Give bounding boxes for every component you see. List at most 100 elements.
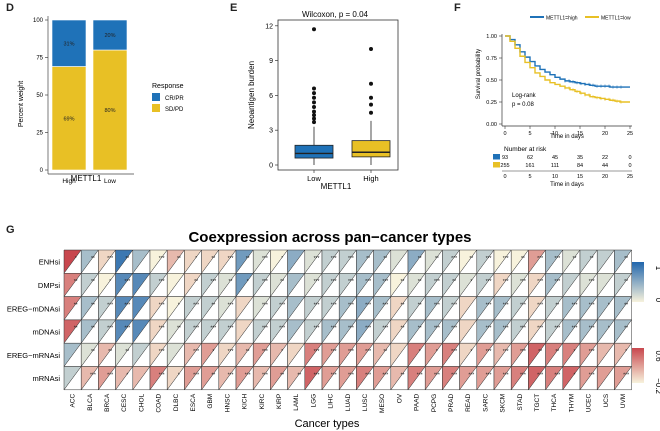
panel-g-significance-stars: ***: [279, 326, 285, 332]
panel-d-ytick-label: 0: [40, 168, 44, 174]
panel-g-significance-stars: **: [91, 349, 95, 355]
panel-f-risk-count: 44: [602, 163, 608, 169]
panel-g-significance-stars: ***: [451, 372, 457, 378]
panel-f-survival-curve-high: [505, 35, 630, 88]
panel-g-column-label: LAML: [293, 393, 300, 410]
panel-g-significance-stars: *: [75, 256, 77, 262]
panel-g-significance-stars: ***: [262, 302, 268, 308]
panel-e-outlier-point: [369, 102, 373, 107]
panel-g-column-label: BRCA: [104, 393, 111, 412]
panel-g-column-label: ESCA: [190, 393, 197, 411]
panel-g-significance-stars: **: [418, 256, 422, 262]
panel-e-xtick-label: High: [363, 174, 378, 183]
panel-label-f: F: [454, 2, 461, 14]
panel-g-significance-stars: ***: [537, 256, 543, 262]
panel-g-column-label: UCEC: [586, 393, 593, 412]
panel-g-significance-stars: ***: [365, 372, 371, 378]
panel-g-column-label: THCA: [551, 393, 558, 411]
panel-g-significance-stars: ***: [262, 256, 268, 262]
panel-g-significance-stars: ***: [90, 372, 96, 378]
panel-g-column-label: SKCM: [500, 394, 507, 413]
panel-g-heatmap: Coexpression across pan−cancer types Can…: [7, 229, 660, 430]
panel-g-significance-stars: *: [281, 349, 283, 355]
panel-e-outlier-point: [312, 27, 316, 32]
panel-e-box-high: [351, 140, 391, 158]
panel-g-column-label: BLCA: [87, 393, 94, 411]
panel-f-xtick-label: 5: [528, 131, 531, 137]
panel-g-column-label: KICH: [242, 393, 249, 409]
panel-g-significance-stars: *: [574, 349, 576, 355]
panel-g-significance-stars: ***: [331, 302, 337, 308]
panel-d-bar-crpr-high: [51, 19, 87, 67]
panel-e-xlabel: METTL1: [321, 182, 352, 191]
panel-g-significance-stars: **: [401, 302, 405, 308]
panel-g-significance-stars: *: [178, 302, 180, 308]
panel-g-significance-stars: ***: [262, 372, 268, 378]
panel-g-significance-stars: ***: [262, 279, 268, 285]
panel-g-significance-stars: ***: [193, 372, 199, 378]
panel-g-significance-stars: ***: [503, 372, 509, 378]
panel-g-significance-stars: **: [401, 279, 405, 285]
panel-f-risk-row-swatch-high: [493, 154, 500, 160]
panel-f-logrank-label: Log-rank: [512, 93, 537, 99]
panel-f-risk-count: 161: [525, 163, 534, 169]
panel-f-risk-xtick-label: 20: [602, 174, 608, 180]
panel-g-significance-stars: ***: [572, 326, 578, 332]
panel-g-significance-stars: ***: [503, 326, 509, 332]
panel-g-significance-stars: ***: [348, 372, 354, 378]
panel-g-significance-stars: ***: [159, 349, 165, 355]
panel-d-xtick-label: Low: [104, 178, 116, 185]
panel-g-significance-stars: **: [297, 372, 301, 378]
panel-g-column-label: ACC: [70, 394, 77, 408]
panel-g-significance-stars: *: [625, 349, 627, 355]
panel-g-significance-stars: ***: [159, 372, 165, 378]
panel-f-risk-row-swatch-low: [493, 162, 500, 168]
panel-d-bar-label: 31%: [63, 41, 74, 47]
panel-f-risk-xtick-label: 25: [627, 174, 633, 180]
panel-d-ylabel: Percent weight: [18, 81, 25, 127]
panel-g-column-label: CESC: [121, 393, 128, 411]
panel-e-outlier-point: [312, 120, 316, 125]
panel-g-significance-stars: ***: [503, 279, 509, 285]
panel-f-risk-count: 84: [577, 163, 583, 169]
panel-g-significance-stars: ***: [228, 302, 234, 308]
panel-g-significance-stars: ***: [107, 326, 113, 332]
panel-e-box-plot: Wilcoxon, p = 0.04 Neoantigen burden MET…: [247, 10, 399, 191]
panel-e-outlier-point: [312, 100, 316, 105]
panel-g-significance-stars: ***: [486, 326, 492, 332]
panel-g-column-label: PRAD: [448, 393, 455, 411]
panel-f-xtick-label: 10: [552, 131, 558, 137]
panel-g-colorbar-red-tick-low: −0.2: [654, 378, 660, 394]
panel-d-bar-label: 80%: [104, 108, 115, 114]
panel-f-xtick-label: 25: [627, 131, 633, 137]
panel-g-colorbar-blue-tick-high: 1: [654, 266, 660, 271]
panel-g-significance-stars: ***: [554, 279, 560, 285]
panel-e-plot-frame: [277, 19, 399, 171]
panel-g-significance-stars: ***: [314, 326, 320, 332]
panel-f-risk-xtick-label: 5: [528, 174, 531, 180]
panel-f-risk-count: 35: [577, 155, 583, 161]
panel-g-significance-stars: ***: [159, 302, 165, 308]
panel-d-legend-swatch-sdpd: [152, 104, 160, 112]
panel-g-significance-stars: **: [74, 302, 78, 308]
panel-g-significance-stars: **: [624, 326, 628, 332]
panel-d-bar-crpr-low: [92, 19, 128, 51]
panel-g-significance-stars: **: [194, 279, 198, 285]
panel-g-significance-stars: *: [574, 372, 576, 378]
panel-g-significance-stars: ***: [451, 349, 457, 355]
panel-f-risk-xtick-label: 15: [577, 174, 583, 180]
panel-g-significance-stars: **: [211, 372, 215, 378]
panel-g-significance-stars: ***: [486, 256, 492, 262]
panel-g-significance-stars: *: [247, 279, 249, 285]
panel-f-risk-xtick-label: 10: [552, 174, 558, 180]
panel-g-significance-stars: ***: [554, 256, 560, 262]
panel-d-stacked-bar-chart: Percent weight METTL1 Response CR/PR SD/…: [18, 16, 184, 185]
panel-g-significance-stars: **: [177, 256, 181, 262]
panel-g-significance-stars: ***: [451, 326, 457, 332]
panel-g-significance-stars: ***: [486, 279, 492, 285]
panel-g-significance-stars: ***: [365, 326, 371, 332]
panel-label-e: E: [230, 2, 238, 14]
panel-g-significance-stars: ***: [554, 372, 560, 378]
panel-f-risk-xtick-label: 0: [503, 174, 506, 180]
panel-d-xtick-label: High: [62, 178, 76, 185]
